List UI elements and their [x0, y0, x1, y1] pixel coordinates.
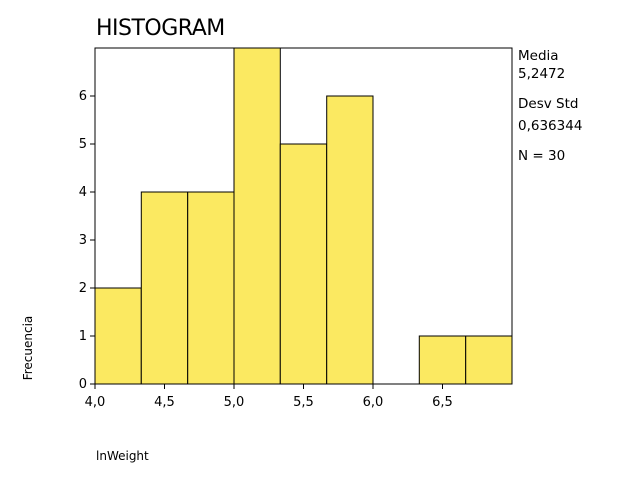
y-tick-label-0: 0 [79, 377, 87, 392]
chart-title: HISTOGRAM [96, 16, 225, 41]
stats-panel: Media 5,2472 Desv Std 0,636344 N = 30 [518, 45, 582, 167]
histogram-bar-1 [94, 287, 142, 385]
x-tick-label-2: 5,0 [224, 395, 245, 410]
histogram-bar-9 [465, 335, 513, 385]
n-count: N = 30 [518, 148, 566, 164]
mean-value: 5,2472 [518, 66, 566, 82]
histogram-bar-6 [326, 95, 374, 385]
sd-label: Desv Std [518, 96, 579, 112]
y-tick-label-3: 3 [79, 233, 87, 248]
y-tick-label-6: 6 [79, 89, 87, 104]
x-tick-label-3: 5,5 [293, 395, 314, 410]
y-tick-label-4: 4 [79, 185, 87, 200]
x-tick-label-0: 4,0 [85, 395, 106, 410]
x-axis-label: lnWeight [96, 449, 149, 463]
histogram-bar-2 [140, 191, 189, 385]
histogram-bar-4 [233, 47, 281, 385]
x-tick-label-5: 6,5 [432, 395, 453, 410]
sd-value: 0,636344 [518, 118, 583, 134]
y-tick-label-1: 1 [79, 329, 87, 344]
histogram-bar-5 [279, 143, 328, 385]
x-tick-label-4: 6,0 [363, 395, 384, 410]
y-tick-label-5: 5 [79, 137, 87, 152]
x-tick-label-1: 4,5 [154, 395, 175, 410]
mean-label: Media [518, 48, 559, 64]
histogram-bar-8 [418, 335, 467, 385]
histogram-bar-3 [187, 191, 235, 385]
y-tick-label-2: 2 [79, 281, 87, 296]
